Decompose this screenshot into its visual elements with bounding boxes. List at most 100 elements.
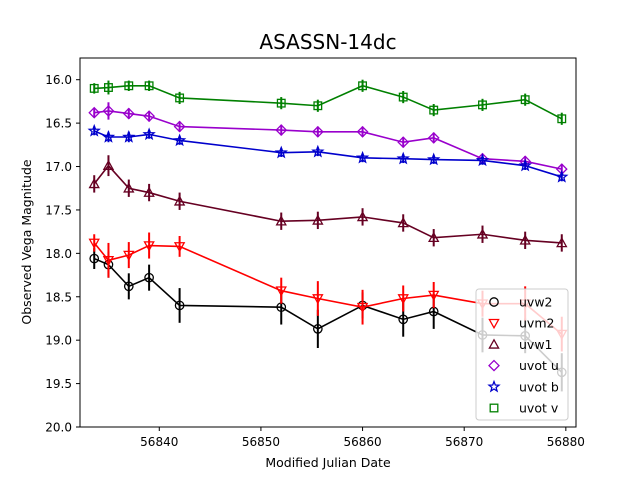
data-point	[397, 217, 409, 228]
data-point	[123, 250, 135, 262]
series-layer	[87, 79, 569, 392]
legend-item: uvw2	[489, 295, 553, 310]
legend-item: uvw1	[488, 337, 553, 352]
data-point	[122, 107, 135, 120]
data-point	[398, 314, 409, 325]
data-point	[356, 210, 369, 222]
legend: uvw2 uvm2 uvw1 uvot u uvot b uvot v	[475, 288, 569, 421]
data-point	[88, 177, 100, 189]
x-tick-label: 56850	[242, 435, 280, 449]
data-point	[89, 253, 100, 264]
chart-title: ASASSN-14dc	[259, 30, 396, 54]
data-point	[358, 81, 368, 91]
data-point	[476, 228, 489, 239]
series-line	[94, 110, 562, 170]
data-point	[124, 81, 134, 91]
series-uvot-u	[88, 102, 568, 176]
data-point	[311, 125, 324, 138]
y-tick-label: 16.5	[45, 117, 72, 131]
data-point	[275, 124, 288, 136]
data-point	[356, 125, 369, 138]
data-point	[398, 92, 408, 102]
y-tick-label: 17.5	[45, 203, 72, 217]
data-point	[556, 236, 568, 248]
data-point	[144, 81, 154, 91]
legend-item: uvot v	[489, 401, 559, 416]
data-point	[88, 238, 100, 249]
y-axis-title: Observed Vega Magnitude	[19, 159, 34, 324]
data-point	[123, 182, 135, 193]
data-point	[397, 294, 409, 305]
legend-marker	[488, 359, 500, 372]
y-tick-label: 18.5	[45, 290, 72, 304]
y-tick-label: 20.0	[45, 421, 72, 435]
data-point	[104, 83, 113, 92]
series-line	[93, 164, 562, 244]
series-uvot-b	[87, 123, 569, 183]
x-tick-label: 56860	[343, 435, 381, 449]
data-point	[557, 114, 567, 124]
data-point	[172, 133, 187, 147]
x-tick-label: 56840	[140, 435, 178, 449]
data-point	[475, 153, 490, 167]
data-point	[396, 151, 410, 165]
y-tick-label: 16.0	[45, 73, 72, 87]
data-point	[102, 105, 115, 117]
data-point	[174, 300, 185, 311]
data-point	[397, 136, 410, 149]
legend-label: uvm2	[519, 316, 554, 331]
plot-frame	[79, 57, 577, 428]
data-point	[429, 105, 439, 115]
data-point	[356, 302, 369, 314]
legend-item: uvm2	[488, 316, 554, 331]
data-point	[519, 234, 531, 245]
data-point	[173, 242, 186, 253]
data-point	[520, 95, 530, 105]
data-point	[275, 286, 287, 297]
legend-marker	[489, 403, 499, 413]
y-tick-label: 18.0	[45, 247, 72, 261]
y-tick-label: 19.0	[45, 334, 72, 348]
legend-marker	[488, 338, 500, 349]
legend-label: uvw1	[519, 337, 553, 352]
data-point	[144, 272, 154, 283]
data-point	[123, 281, 134, 292]
series-uvot-v	[89, 79, 567, 125]
data-point	[355, 150, 370, 164]
series-uvw1	[88, 155, 568, 252]
data-point	[102, 159, 115, 170]
legend-item: uvot b	[487, 379, 559, 394]
data-point	[428, 290, 440, 301]
series-line	[94, 84, 563, 120]
data-point	[173, 120, 186, 133]
data-point	[428, 231, 440, 243]
data-point	[122, 129, 136, 143]
data-point	[311, 144, 325, 158]
data-point	[427, 131, 440, 144]
legend-marker	[488, 318, 500, 330]
data-point	[143, 241, 155, 252]
data-point	[312, 214, 324, 225]
data-point	[313, 101, 323, 111]
legend-marker	[487, 379, 501, 393]
legend-label: uvot v	[519, 401, 559, 416]
data-point	[312, 294, 324, 305]
y-tick-label: 17.0	[45, 160, 72, 174]
data-point	[275, 215, 287, 226]
legend-label: uvot b	[519, 379, 559, 394]
data-point	[101, 129, 116, 143]
axes-layer: 56840 56850 56860 56870 56880 16.0 16.5 17.0 17.…	[45, 73, 585, 449]
data-point	[89, 83, 99, 93]
data-point	[143, 186, 155, 197]
data-point	[142, 127, 156, 141]
data-point	[175, 93, 185, 103]
legend-item: uvot u	[488, 358, 559, 373]
x-axis-title: Modified Julian Date	[265, 455, 391, 470]
data-point	[274, 145, 288, 159]
x-tick-label: 56880	[547, 435, 585, 449]
data-point	[173, 195, 186, 206]
data-point	[87, 123, 101, 137]
legend-box	[475, 288, 569, 421]
data-point	[555, 169, 569, 183]
